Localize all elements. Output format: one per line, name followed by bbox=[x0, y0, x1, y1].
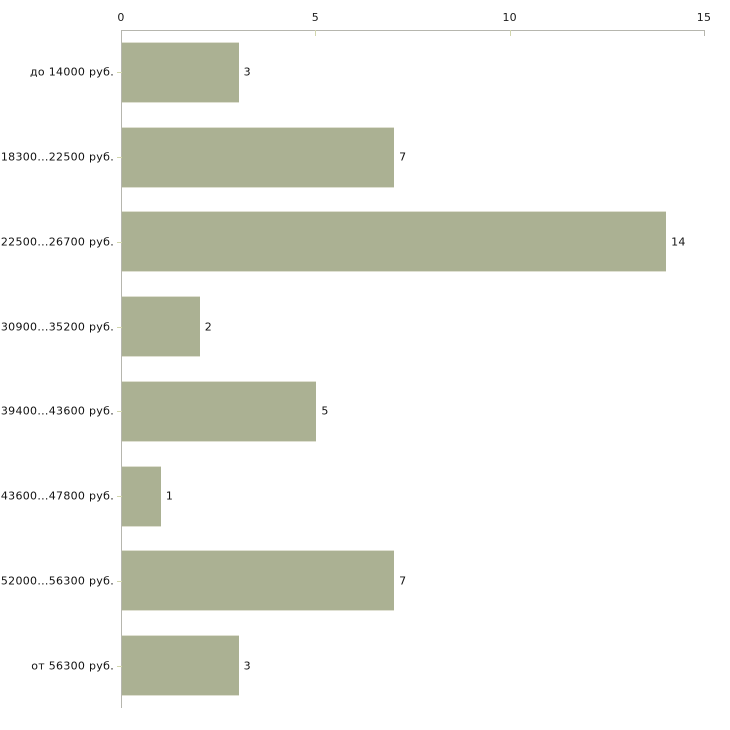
bar[interactable] bbox=[122, 380, 317, 442]
category-label: 30900...35200 руб. bbox=[0, 320, 114, 334]
bar-value-label: 7 bbox=[399, 150, 407, 164]
category-label: от 56300 руб. bbox=[31, 659, 114, 673]
y-axis-line bbox=[121, 30, 122, 708]
bar[interactable] bbox=[122, 126, 395, 188]
category-label: 39400...43600 руб. bbox=[0, 404, 114, 418]
category-label: 43600...47800 руб. bbox=[0, 489, 114, 503]
bar-value-label: 14 bbox=[671, 235, 686, 249]
category-label: 18300...22500 руб. bbox=[0, 150, 114, 164]
bar[interactable] bbox=[122, 550, 395, 612]
x-axis-tick-label: 0 bbox=[117, 11, 125, 24]
y-axis-tick bbox=[117, 496, 122, 497]
bar-value-label: 3 bbox=[243, 659, 251, 673]
y-axis-tick bbox=[117, 72, 122, 73]
bar[interactable] bbox=[122, 635, 239, 697]
y-axis-tick bbox=[117, 157, 122, 158]
x-axis-tick-label: 5 bbox=[311, 11, 319, 24]
x-axis-end-cap bbox=[704, 30, 705, 36]
x-axis-tick bbox=[315, 30, 317, 36]
bar-value-label: 2 bbox=[204, 320, 212, 334]
y-axis-tick bbox=[117, 327, 122, 328]
category-label: 22500...26700 руб. bbox=[0, 235, 114, 249]
bar[interactable] bbox=[122, 41, 239, 103]
y-axis-tick bbox=[117, 411, 122, 412]
bar[interactable] bbox=[122, 211, 667, 273]
bar-value-label: 3 bbox=[243, 65, 251, 79]
x-axis-tick-label: 10 bbox=[502, 11, 517, 24]
y-axis-tick bbox=[117, 581, 122, 582]
bar-value-label: 7 bbox=[399, 574, 407, 588]
x-axis-tick bbox=[509, 30, 511, 36]
bar[interactable] bbox=[122, 465, 161, 527]
x-axis-line bbox=[121, 30, 704, 31]
y-axis-tick bbox=[117, 242, 122, 243]
category-label: 52000...56300 руб. bbox=[0, 574, 114, 588]
category-label: до 14000 руб. bbox=[30, 65, 114, 79]
x-axis-tick-label: 15 bbox=[696, 11, 712, 24]
y-axis-tick bbox=[117, 666, 122, 667]
bar-value-label: 1 bbox=[165, 489, 174, 503]
bar-value-label: 5 bbox=[321, 404, 329, 418]
bar[interactable] bbox=[122, 296, 200, 358]
